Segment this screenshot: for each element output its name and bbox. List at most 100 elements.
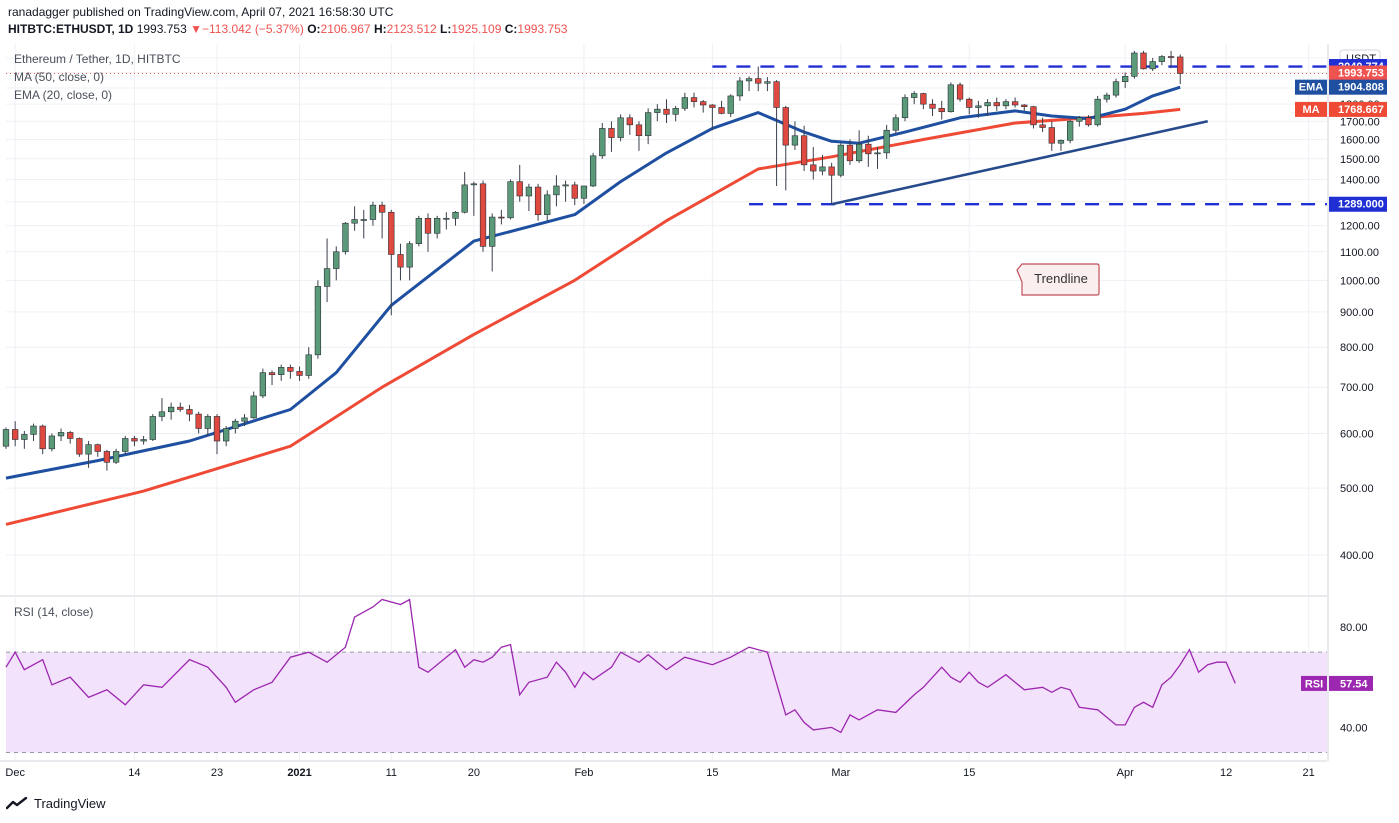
candle-down — [177, 402, 184, 412]
candle-up — [223, 426, 230, 447]
candle-up — [1122, 72, 1129, 88]
chart-title: Ethereum / Tether, 1D, HITBTC — [14, 52, 181, 66]
candle-body — [268, 372, 276, 375]
candle-body — [213, 416, 221, 442]
time-tick-label: 15 — [706, 767, 718, 779]
price-tag-value: 1768.667 — [1338, 104, 1384, 116]
candle-down — [773, 80, 780, 186]
candle-up — [250, 391, 257, 419]
candles — [2, 50, 1184, 471]
candle-up — [736, 77, 744, 101]
indicator-tag-label: MA — [1302, 104, 1319, 116]
candle-body — [57, 432, 65, 437]
price-tag-box — [1329, 196, 1387, 212]
candle-down — [287, 364, 294, 379]
candle-up — [911, 91, 918, 105]
candle-down — [571, 181, 578, 206]
high-value: 2123.512 — [386, 22, 437, 36]
candle-down — [755, 66, 762, 92]
candle-body — [1085, 117, 1092, 126]
candle-down — [534, 183, 542, 221]
candle-body — [755, 78, 762, 84]
indicator-tag-box — [1295, 79, 1327, 95]
candle-up — [21, 430, 28, 449]
candle-body — [993, 102, 1000, 107]
price-tick-label: 1600.00 — [1340, 134, 1380, 146]
candle-body — [342, 222, 349, 253]
candle-up — [369, 201, 377, 226]
price-tick-label: 900.00 — [1340, 307, 1374, 319]
candle-body — [1021, 104, 1028, 107]
candle-down — [39, 424, 46, 455]
candle-down — [186, 404, 193, 422]
candle-body — [975, 105, 982, 108]
candle-up — [278, 364, 285, 381]
time-tick-label: 23 — [211, 767, 223, 779]
candle-body — [397, 254, 404, 268]
candle-up — [470, 181, 477, 216]
candle-up — [452, 211, 459, 226]
price-tick-label: 1200.00 — [1340, 221, 1380, 233]
candle-body — [810, 164, 817, 172]
candle-body — [1048, 127, 1055, 144]
candle-body — [700, 101, 707, 106]
candle-down — [296, 366, 303, 381]
candle-body — [718, 107, 725, 114]
time-tick-label: Mar — [831, 767, 850, 779]
candle-down — [966, 97, 973, 115]
candle-up — [158, 398, 166, 422]
rsi-tag-label: RSI — [1305, 678, 1323, 690]
rsi-line — [5, 598, 1236, 734]
price-tick-label: 500.00 — [1340, 483, 1374, 495]
ema-legend: EMA (20, close, 0) — [14, 88, 113, 102]
candle-down — [626, 114, 633, 135]
candle-body — [1076, 117, 1083, 122]
candle-body — [131, 438, 138, 442]
candle-up — [791, 121, 799, 150]
candle-down — [1167, 50, 1175, 69]
candle-down — [213, 414, 221, 455]
candle-body — [525, 186, 533, 197]
candle-up — [204, 414, 211, 436]
time-tick-label: Apr — [1117, 767, 1134, 779]
candle-body — [690, 97, 698, 102]
candle-body — [534, 186, 542, 215]
candle-up — [122, 435, 129, 455]
candle-body — [571, 184, 578, 199]
candle-body — [984, 102, 991, 107]
candle-body — [856, 143, 863, 162]
candle-body — [1131, 52, 1138, 77]
candle-body — [617, 117, 624, 138]
candle-body — [773, 81, 780, 108]
candle-body — [580, 185, 588, 199]
candle-up — [140, 435, 147, 445]
candle-up — [57, 428, 65, 442]
candle-body — [470, 183, 477, 186]
candle-body — [314, 286, 322, 356]
candle-body — [223, 428, 230, 442]
candle-body — [516, 181, 523, 197]
candle-down — [709, 104, 716, 131]
candle-body — [911, 93, 918, 98]
rsi-tick-label: 80.00 — [1340, 622, 1368, 634]
tradingview-brand[interactable]: TradingView — [6, 796, 106, 811]
candle-body — [186, 409, 193, 415]
candle-down — [12, 421, 19, 447]
price-tick-label: 600.00 — [1340, 428, 1374, 440]
candle-up — [1131, 50, 1138, 79]
candle-body — [956, 84, 964, 100]
candle-body — [1011, 101, 1019, 106]
rsi-tick-label: 40.00 — [1340, 722, 1368, 734]
high-label: H: — [373, 22, 387, 36]
candle-down — [865, 135, 872, 167]
candle-down — [268, 370, 276, 386]
candle-up — [30, 423, 37, 442]
candle-body — [929, 103, 936, 109]
candle-body — [1030, 106, 1037, 126]
candle-up — [1057, 139, 1065, 151]
candle-body — [67, 432, 74, 439]
candle-body — [800, 135, 808, 166]
candle-down — [608, 121, 615, 152]
candle-down — [700, 100, 707, 113]
